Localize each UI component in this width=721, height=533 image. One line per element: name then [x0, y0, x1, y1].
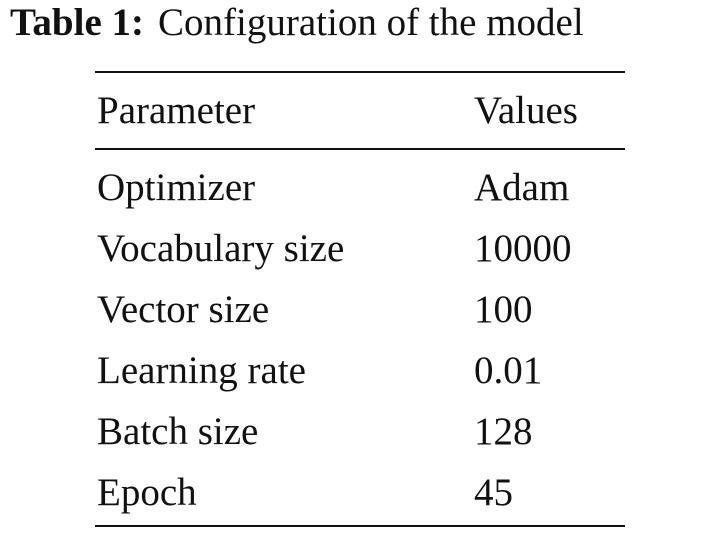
caption-title: Configuration of the model: [158, 1, 584, 44]
bottom-rule: [95, 525, 625, 527]
mid-rule: [95, 148, 625, 150]
table-cell: Optimizer: [97, 166, 256, 209]
header-cell: Parameter: [97, 89, 256, 132]
table-cell: 128: [474, 410, 533, 453]
table-cell: 45: [474, 471, 513, 514]
table-cell: Epoch: [97, 471, 197, 514]
table-cell: Vocabulary size: [97, 227, 345, 270]
table-cell: 100: [474, 288, 533, 331]
table-cell: Adam: [474, 166, 570, 209]
table-caption: Table 1: Configuration of the model: [10, 0, 584, 46]
table-cell: 0.01: [474, 349, 543, 392]
caption-label: Table 1:: [10, 1, 145, 44]
header-cell: Values: [474, 89, 578, 132]
table-cell: 10000: [474, 227, 572, 270]
table-cell: Learning rate: [97, 349, 306, 392]
table-cell: Vector size: [97, 288, 270, 331]
top-rule: [95, 71, 625, 73]
table-cell: Batch size: [97, 410, 259, 453]
